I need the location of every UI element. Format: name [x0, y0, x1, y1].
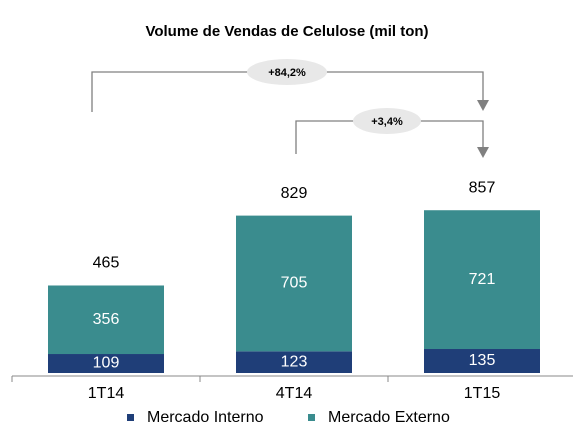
segment-label: 109 — [93, 355, 120, 372]
annotation: +3,4% — [371, 116, 403, 128]
segment-label: 721 — [469, 271, 496, 288]
segment-label: 123 — [281, 353, 308, 370]
legend-label: Mercado Externo — [328, 409, 450, 426]
total-label: 857 — [469, 179, 496, 196]
legend-swatch — [127, 414, 134, 421]
arrowhead — [477, 100, 489, 111]
segment-label: 705 — [281, 275, 308, 292]
bar-segment — [236, 351, 352, 373]
total-label: 829 — [281, 185, 308, 202]
segment-label: 356 — [93, 311, 120, 328]
chart-title: Volume de Vendas de Celulose (mil ton) — [145, 23, 428, 40]
bar-segment — [236, 215, 352, 352]
legend-label: Mercado Interno — [147, 409, 264, 426]
x-tick-label: 1T14 — [88, 385, 125, 402]
segment-label: 135 — [469, 352, 496, 369]
bar-segment — [424, 210, 540, 350]
total-label: 465 — [93, 255, 120, 272]
annotation-bubble — [353, 108, 421, 134]
arrowheads — [477, 100, 489, 158]
x-tick-label: 1T15 — [464, 385, 501, 402]
bar-segment — [424, 349, 540, 373]
arrowhead — [477, 147, 489, 158]
bar-segment — [48, 285, 164, 355]
bar-segment — [48, 354, 164, 373]
annotation-bubble — [247, 59, 327, 85]
annotation: +84,2% — [268, 67, 306, 79]
legend-swatch — [308, 414, 315, 421]
x-tick-label: 4T14 — [276, 385, 313, 402]
